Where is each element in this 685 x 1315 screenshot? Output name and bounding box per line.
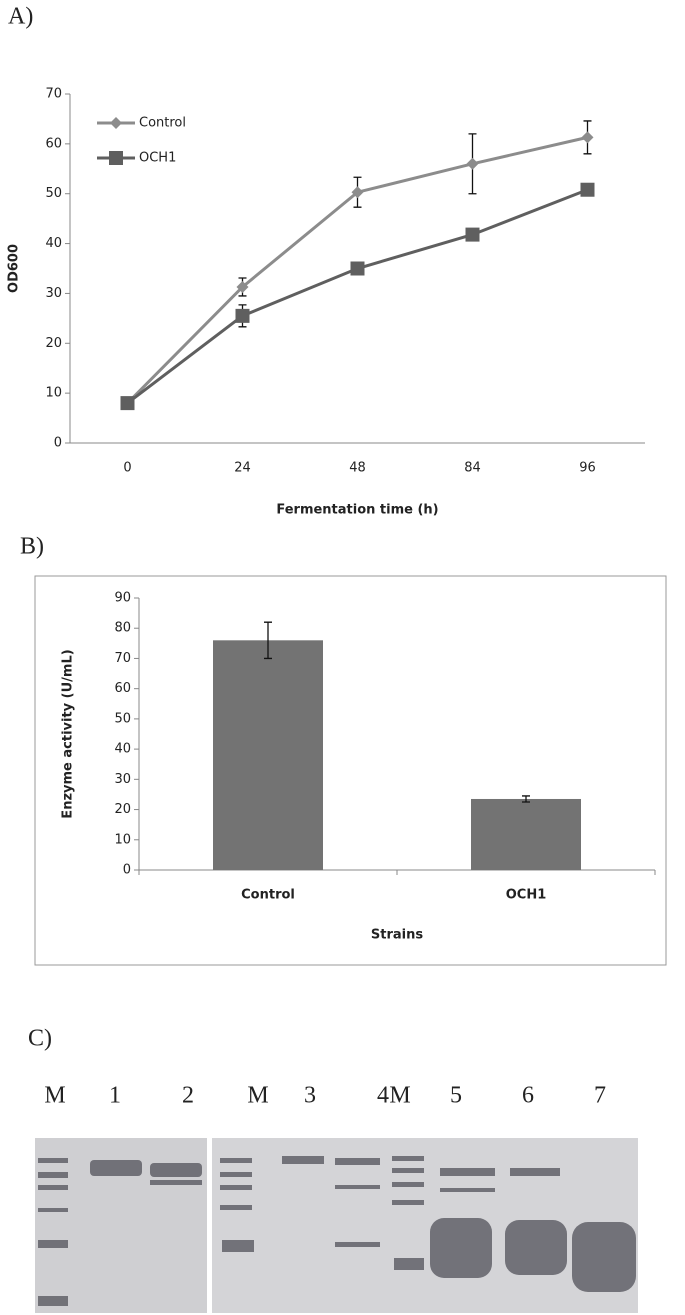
y-tick-label: 30 (114, 772, 131, 787)
marker (351, 186, 364, 199)
y-tick-label: 70 (45, 87, 62, 102)
legend-label: OCH1 (139, 151, 176, 166)
y-tick-label: 80 (114, 621, 131, 636)
y-tick-label: 30 (45, 286, 62, 301)
x-tick-label: 84 (464, 461, 481, 476)
x-tick-label: 0 (123, 461, 131, 476)
y-tick-label: 0 (54, 436, 62, 451)
x-tick-label: OCH1 (506, 888, 547, 903)
lane-label: 6 (522, 1083, 534, 1109)
lane-label: 5 (450, 1083, 462, 1109)
y-tick-label: 60 (45, 136, 62, 151)
y-tick-label: 10 (45, 386, 62, 401)
y-tick-label: 40 (114, 742, 131, 757)
y-axis-label: OD600 (7, 244, 22, 293)
marker (465, 227, 480, 242)
gel-image (35, 1138, 638, 1313)
marker (581, 131, 594, 144)
x-tick-label: 96 (579, 461, 596, 476)
x-axis-label: Strains (371, 928, 423, 943)
y-tick-label: 10 (114, 832, 131, 847)
marker (235, 308, 250, 323)
y-tick-label: 20 (114, 802, 131, 817)
y-tick-label: 90 (114, 591, 131, 606)
lane-label: 3 (304, 1083, 316, 1109)
legend-label: Control (139, 116, 186, 131)
lane-label: M (44, 1083, 65, 1109)
bar (213, 640, 323, 870)
lane-label: 1 (109, 1083, 121, 1109)
marker (120, 396, 135, 411)
panel-label: A) (8, 4, 33, 30)
marker (236, 280, 249, 293)
x-tick-label: 24 (234, 461, 251, 476)
x-tick-label: Control (241, 888, 295, 903)
y-tick-label: 0 (123, 863, 131, 878)
lane-label: 4 (377, 1083, 389, 1109)
bar (471, 798, 581, 870)
lane-label: 2 (182, 1083, 194, 1109)
panel-frame (34, 575, 667, 966)
y-tick-label: 60 (114, 681, 131, 696)
y-tick-label: 40 (45, 236, 62, 251)
y-tick-label: 50 (114, 711, 131, 726)
series-line (126, 188, 589, 405)
x-tick-label: 48 (349, 461, 366, 476)
error-bar (264, 621, 272, 660)
marker (350, 261, 365, 276)
y-tick-label: 50 (45, 186, 62, 201)
y-tick-label: 20 (45, 336, 62, 351)
lane-label: M (247, 1083, 268, 1109)
panel-label: C) (28, 1026, 52, 1052)
y-tick-label: 70 (114, 651, 131, 666)
y-axis-label: Enzyme activity (U/mL) (61, 649, 76, 818)
lane-label: M (389, 1083, 410, 1109)
error-bar (522, 795, 530, 803)
x-axis-label: Fermentation time (h) (276, 503, 438, 518)
marker (109, 151, 123, 165)
marker (466, 157, 479, 170)
lane-label: 7 (594, 1083, 606, 1109)
marker (580, 182, 595, 197)
marker (110, 117, 122, 129)
panel-label: B) (20, 534, 44, 560)
